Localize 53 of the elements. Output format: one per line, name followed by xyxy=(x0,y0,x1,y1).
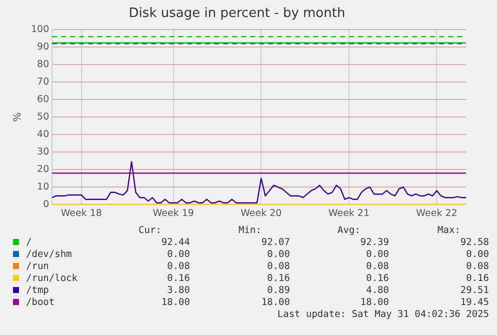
text: 0.08 xyxy=(465,261,489,273)
text: Max: xyxy=(436,225,462,237)
y-tick-label: 90 xyxy=(37,42,50,53)
y-tick-label: 30 xyxy=(37,146,50,158)
legend-label: /tmp xyxy=(26,285,49,297)
legend-label: /dev/shm xyxy=(26,249,72,261)
text: 18.00 xyxy=(359,297,389,309)
text: 0.08 xyxy=(266,261,290,273)
y-tick-label: 60 xyxy=(37,94,50,106)
text: 0.16 xyxy=(166,273,190,285)
text: 0.16 xyxy=(365,273,389,285)
text: Cur: xyxy=(138,225,162,237)
text: Last update: Sat May 31 04:02:36 2025 xyxy=(277,309,489,321)
text: 0.00 xyxy=(365,249,389,261)
y-tick-label: 80 xyxy=(37,59,50,70)
text: 18.00 xyxy=(260,297,290,309)
chart-title: Disk usage in percent - by month xyxy=(128,6,346,22)
text: Avg: xyxy=(336,225,362,237)
legend-label: /boot xyxy=(26,297,55,309)
text: 0.00 xyxy=(166,249,190,261)
text: 0.16 xyxy=(465,273,489,285)
y-tick-label: 50 xyxy=(37,112,50,123)
text: Min: xyxy=(238,225,262,237)
y-axis-title: % xyxy=(12,112,24,122)
x-tick-label: Week 21 xyxy=(328,208,370,219)
x-tick-label: Week 22 xyxy=(416,208,458,219)
y-tick-label: 70 xyxy=(37,76,50,88)
y-tick-label: 40 xyxy=(37,129,50,140)
x-tick-label: Week 18 xyxy=(60,208,102,219)
text: 0.00 xyxy=(465,249,489,261)
y-tick-label: 20 xyxy=(37,164,50,176)
x-tick-label: Week 20 xyxy=(240,208,282,219)
y-tick-label: 100 xyxy=(30,24,50,36)
text: 0.08 xyxy=(166,261,190,273)
text: 3.80 xyxy=(166,285,190,297)
text: 0.08 xyxy=(365,261,389,273)
text: 0.89 xyxy=(266,285,290,297)
text: 92.58 xyxy=(459,237,489,249)
y-tick-label: 0 xyxy=(43,199,50,210)
text: 0.00 xyxy=(266,249,290,261)
legend-label: / xyxy=(26,237,32,249)
text: 0.16 xyxy=(266,273,290,285)
y-tick-label: 10 xyxy=(37,182,50,193)
legend-label: /run xyxy=(26,261,49,273)
legend-label: /run/lock xyxy=(26,273,78,285)
text: 92.44 xyxy=(160,237,190,249)
text: 4.80 xyxy=(365,285,389,297)
text: 92.39 xyxy=(359,237,389,249)
x-tick-label: Week 19 xyxy=(152,208,194,219)
text: 29.51 xyxy=(459,285,489,297)
text: 92.07 xyxy=(260,237,290,249)
text: 19.45 xyxy=(459,297,489,309)
text: 18.00 xyxy=(160,297,190,309)
